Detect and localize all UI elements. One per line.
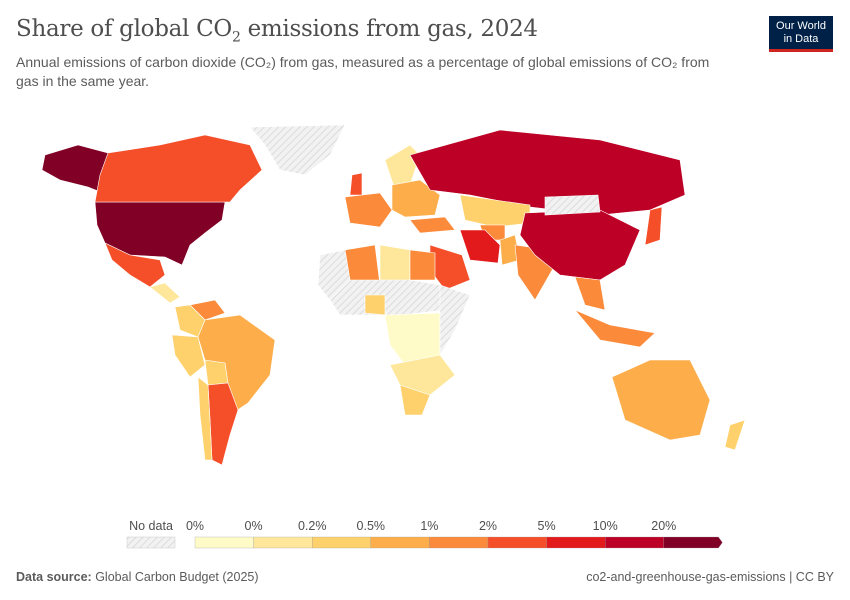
- owid-logo[interactable]: Our World in Data: [769, 16, 833, 52]
- logo-line: in Data: [783, 33, 819, 45]
- country-western-europe[interactable]: [344, 192, 393, 228]
- legend-bin[interactable]: [370, 536, 430, 549]
- legend-bin[interactable]: [253, 536, 313, 549]
- country-algeria[interactable]: [344, 244, 381, 286]
- legend-bin[interactable]: [312, 536, 371, 549]
- country-indonesia[interactable]: [574, 309, 656, 348]
- country-new-zealand[interactable]: [724, 419, 746, 451]
- country-sahel[interactable]: [329, 279, 446, 316]
- country-united-states[interactable]: [94, 201, 226, 266]
- country-south-east-asia[interactable]: [574, 276, 606, 311]
- country-iran[interactable]: [459, 229, 501, 264]
- country-chile[interactable]: [197, 376, 213, 461]
- legend-tick-label: 0%: [244, 519, 263, 533]
- country-greenland[interactable]: [249, 124, 346, 176]
- country-saudi-arabia[interactable]: [429, 244, 471, 291]
- legend-bin[interactable]: [546, 536, 606, 549]
- country-south-africa[interactable]: [399, 384, 431, 416]
- map-legend: No data 0% 0% 0.2% 0.5% 1% 2% 5% 10% 20%: [0, 510, 850, 560]
- source-label: Data source:: [16, 570, 92, 584]
- legend-bin[interactable]: [663, 536, 723, 549]
- title-subscript: 2: [231, 29, 241, 46]
- legend-bin[interactable]: [194, 536, 254, 549]
- country-central-america[interactable]: [149, 282, 181, 304]
- country-united-kingdom[interactable]: [349, 172, 363, 196]
- source-link[interactable]: Global Carbon Budget (2025): [91, 570, 259, 584]
- legend-tick-label: 5%: [537, 519, 556, 533]
- chart-slug-license[interactable]: co2-and-greenhouse-gas-emissions | CC BY: [586, 570, 834, 584]
- country-mexico[interactable]: [104, 242, 166, 288]
- legend-tick-label: 0%: [185, 519, 205, 533]
- title-text-end: emissions from gas, 2024: [240, 16, 539, 42]
- logo-line: Our World: [776, 20, 826, 32]
- legend-bar: [126, 536, 723, 549]
- chart-subtitle: Annual emissions of carbon dioxide (CO₂)…: [16, 54, 710, 89]
- legend-tick-label: 2%: [478, 519, 498, 533]
- legend-tick-label: 10%: [592, 519, 618, 533]
- country-australia[interactable]: [611, 359, 711, 441]
- country-canada[interactable]: [94, 134, 263, 203]
- world-map: [41, 124, 746, 466]
- legend-tick-label: 20%: [651, 519, 677, 533]
- legend-no-data-label: No data: [129, 519, 173, 533]
- legend-bin[interactable]: [605, 536, 664, 549]
- country-mongolia[interactable]: [544, 194, 601, 216]
- chart-title: Share of global CO2 emissions from gas, …: [16, 16, 538, 46]
- country-nigeria[interactable]: [364, 294, 386, 316]
- legend-tick-label: 0.2%: [297, 519, 327, 533]
- title-text: Share of global CO: [16, 16, 232, 42]
- country-eastern-europe[interactable]: [391, 179, 441, 218]
- data-source: Data source: Global Carbon Budget (2025): [16, 570, 259, 584]
- country-kazakhstan[interactable]: [459, 194, 531, 228]
- legend-no-data-swatch[interactable]: [126, 536, 176, 549]
- legend-bin[interactable]: [487, 536, 547, 549]
- country-east-africa[interactable]: [439, 284, 471, 357]
- country-egypt[interactable]: [409, 249, 436, 281]
- legend-bin[interactable]: [429, 536, 489, 549]
- legend-tick-label: 1%: [420, 519, 439, 533]
- country-japan[interactable]: [644, 206, 663, 246]
- country-bolivia[interactable]: [204, 359, 229, 386]
- country-turkey[interactable]: [409, 216, 456, 234]
- country-libya[interactable]: [379, 244, 411, 284]
- legend-tick-label: 0.5%: [356, 519, 386, 533]
- country-southern-africa[interactable]: [389, 354, 456, 396]
- country-peru[interactable]: [171, 334, 206, 378]
